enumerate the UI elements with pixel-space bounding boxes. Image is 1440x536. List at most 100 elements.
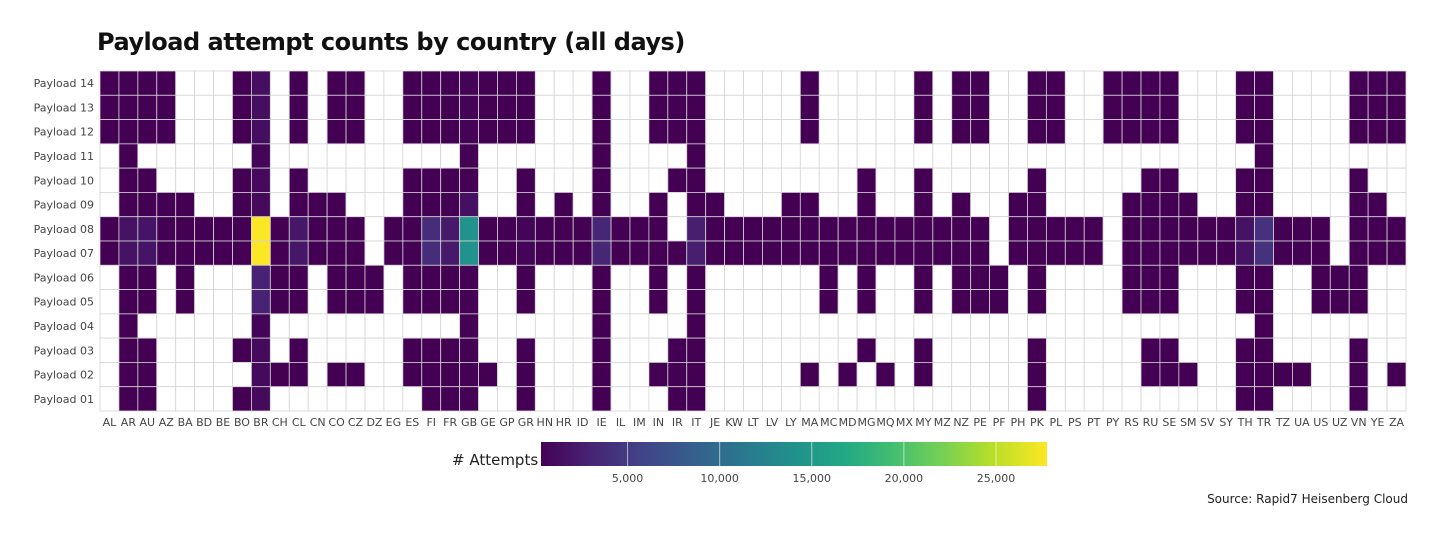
colorbar (541, 442, 1047, 466)
heatmap-cell-empty (99, 362, 120, 388)
heatmap-cell (137, 289, 158, 315)
heatmap-cell (478, 216, 498, 242)
heatmap-cell (251, 167, 271, 193)
y-tick-label: Payload 07 (34, 247, 94, 260)
heatmap-cell-empty (743, 70, 763, 96)
heatmap-cell-empty (1121, 337, 1142, 363)
heatmap-cell (251, 289, 271, 315)
heatmap-cell-empty (762, 313, 782, 339)
heatmap-cell-empty (288, 386, 309, 412)
heatmap-cell-empty (705, 264, 726, 290)
heatmap-cell (1102, 94, 1123, 120)
heatmap-cell-empty (364, 240, 385, 266)
colorbar-ticks: 5,000 10,000 15,000 20,000 25,000 (612, 442, 1015, 485)
heatmap-cell (1045, 216, 1066, 242)
heatmap-cell-empty (1216, 386, 1237, 412)
heatmap-cell-empty (875, 70, 896, 96)
heatmap-cell (326, 119, 347, 145)
heatmap-cell-empty (1310, 143, 1331, 169)
heatmap-cell-empty (364, 362, 385, 388)
heatmap-cell (269, 362, 290, 388)
heatmap-cell (1027, 216, 1047, 242)
heatmap-cell-empty (1140, 313, 1161, 339)
heatmap-cell (1121, 94, 1142, 120)
heatmap-cell-empty (932, 167, 953, 193)
heatmap-cell (913, 216, 934, 242)
heatmap-cell-empty (478, 264, 498, 290)
heatmap-cell-empty (1367, 264, 1388, 290)
heatmap-cell (667, 386, 688, 412)
heatmap-cell-empty (951, 386, 972, 412)
y-tick-label: Payload 05 (34, 296, 94, 309)
heatmap-cell (799, 70, 820, 96)
heatmap-cell (1292, 216, 1312, 242)
heatmap-cell-empty (970, 313, 990, 339)
heatmap-cell-empty (175, 119, 196, 145)
heatmap-cell-empty (1121, 143, 1142, 169)
heatmap-cell (856, 192, 877, 218)
heatmap-cell-empty (989, 167, 1009, 193)
heatmap-cell (989, 289, 1009, 315)
heatmap-cell (516, 264, 536, 290)
heatmap-cell-empty (762, 264, 782, 290)
heatmap-cell-empty (1273, 94, 1293, 120)
heatmap-cell (345, 94, 366, 120)
heatmap-cell (326, 240, 347, 266)
heatmap-cell-empty (232, 313, 252, 339)
heatmap-cell-empty (818, 94, 839, 120)
heatmap-cell (970, 70, 990, 96)
heatmap-cell-empty (856, 313, 877, 339)
heatmap-cell (516, 167, 536, 193)
colorbar-tick-label: 25,000 (977, 472, 1016, 485)
heatmap-cell (913, 337, 934, 363)
heatmap-cell (1348, 362, 1369, 388)
heatmap-cell (232, 94, 252, 120)
heatmap-cell (667, 362, 688, 388)
heatmap-cell-empty (1197, 70, 1218, 96)
heatmap-cell-empty (1008, 94, 1028, 120)
heatmap-cell (1159, 167, 1180, 193)
heatmap-cell (1045, 94, 1066, 120)
heatmap-cell-empty (213, 119, 233, 145)
heatmap-cell-empty (951, 362, 972, 388)
x-tick-label: MX (896, 416, 913, 429)
heatmap-cell-empty (213, 167, 233, 193)
heatmap-cell (856, 216, 877, 242)
heatmap-cell-empty (837, 167, 858, 193)
heatmap-cell-empty (1310, 70, 1331, 96)
heatmap-cell (440, 289, 461, 315)
heatmap-cell (1064, 216, 1085, 242)
x-tick-label: SV (1200, 416, 1215, 429)
heatmap-cell-empty (932, 313, 953, 339)
heatmap-cell (516, 216, 536, 242)
heatmap-cell-empty (497, 264, 517, 290)
heatmap-cell (629, 216, 650, 242)
x-axis-labels: AL AR AU AZ BA BD BE BO BR CH CL CN CO CZ DZ EG ES FI FR GB… (103, 416, 1405, 429)
heatmap-cell (780, 216, 801, 242)
heatmap-cell (1121, 192, 1142, 218)
x-tick-label: VN (1351, 416, 1367, 429)
heatmap-cell-empty (175, 167, 196, 193)
heatmap-cell (1140, 289, 1161, 315)
heatmap-cell-empty (1329, 70, 1350, 96)
heatmap-cell (269, 216, 290, 242)
heatmap-cell-empty (743, 94, 763, 120)
heatmap-cell-empty (705, 289, 726, 315)
heatmap-cell (1159, 192, 1180, 218)
heatmap-cell-empty (1140, 143, 1161, 169)
heatmap-cell (1235, 192, 1255, 218)
heatmap-cell (175, 289, 196, 315)
heatmap-cell-empty (894, 313, 915, 339)
heatmap-cell (402, 192, 423, 218)
heatmap-cell-empty (553, 143, 574, 169)
heatmap-cell-empty (629, 386, 650, 412)
heatmap-cell (818, 240, 839, 266)
heatmap-cell (440, 240, 461, 266)
heatmap-cell-empty (875, 337, 896, 363)
heatmap-cell (1102, 70, 1123, 96)
x-tick-label: CO (328, 416, 345, 429)
heatmap-cell-empty (194, 94, 214, 120)
heatmap-cell (1140, 216, 1161, 242)
heatmap-cell-empty (1045, 192, 1066, 218)
x-tick-label: GR (518, 416, 535, 429)
